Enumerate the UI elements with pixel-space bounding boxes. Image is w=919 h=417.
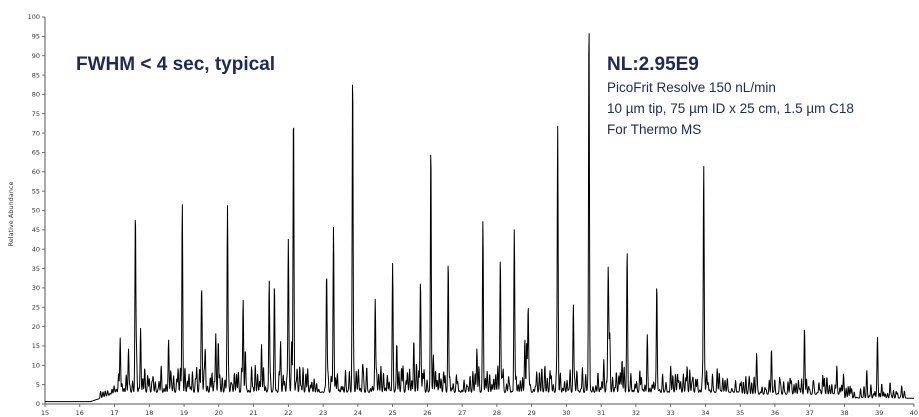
x-tick-label: 15 (41, 409, 49, 417)
x-tick-label: 19 (180, 409, 188, 417)
x-tick-label: 22 (284, 409, 292, 417)
x-tick-label: 26 (423, 409, 431, 417)
x-tick-label: 29 (527, 409, 535, 417)
x-tick-label: 33 (667, 409, 675, 417)
y-tick-label: 45 (32, 226, 40, 234)
x-tick-label: 28 (493, 409, 501, 417)
x-tick-label: 21 (249, 409, 257, 417)
headline-annotation: FWHM < 4 sec, typical (76, 54, 275, 75)
y-tick-label: 100 (28, 13, 40, 21)
x-tick-label: 39 (875, 409, 883, 417)
y-tick-label: 35 (32, 265, 40, 273)
y-tick-label: 55 (32, 187, 40, 195)
x-tick-label: 27 (458, 409, 466, 417)
x-tick-label: 32 (632, 409, 640, 417)
x-tick-label: 17 (110, 409, 118, 417)
y-tick-label: 90 (32, 52, 40, 60)
x-tick-label: 16 (76, 409, 84, 417)
y-tick-label: 15 (32, 342, 40, 350)
y-tick-label: 10 (32, 362, 40, 370)
y-tick-label: 70 (32, 129, 40, 137)
method-line-1: PicoFrit Resolve 150 nL/min (607, 80, 776, 95)
y-tick-label: 65 (32, 149, 40, 157)
method-line-2: 10 µm tip, 75 µm ID x 25 cm, 1.5 µm C18 (607, 101, 854, 116)
y-tick-label: 75 (32, 110, 40, 118)
x-tick-label: 37 (806, 409, 814, 417)
y-ticks: 0 5 10 15 20 25 30 35 40 45 50 55 60 65 70 75 80 85 90 95 10… (28, 13, 45, 408)
x-tick-label: 31 (597, 409, 605, 417)
y-tick-label: 5 (36, 381, 40, 389)
x-ticks: 15 16 17 18 19 20 21 22 23 24 25 26 27 28 29 30 31 32 33 34… (41, 404, 918, 417)
x-tick-label: 40 (910, 409, 918, 417)
x-tick-label: 35 (736, 409, 744, 417)
y-tick-label: 20 (32, 323, 40, 331)
y-tick-label: 80 (32, 91, 40, 99)
x-tick-label: 34 (701, 409, 709, 417)
chromatogram-trace (44, 33, 915, 403)
y-tick-label: 30 (32, 284, 40, 292)
x-tick-label: 24 (354, 409, 362, 417)
y-tick-label: 60 (32, 168, 40, 176)
x-tick-label: 38 (840, 409, 848, 417)
x-tick-label: 20 (215, 409, 223, 417)
y-axis-label: Relative Abundance (7, 182, 15, 247)
y-tick-label: 85 (32, 71, 40, 79)
x-tick-label: 30 (562, 409, 570, 417)
nl-annotation: NL:2.95E9 (607, 54, 699, 75)
method-line-3: For Thermo MS (607, 122, 701, 137)
y-tick-label: 95 (32, 33, 40, 41)
x-tick-label: 25 (388, 409, 396, 417)
x-tick-label: 36 (771, 409, 779, 417)
y-tick-label: 50 (32, 207, 40, 215)
y-tick-label: 40 (32, 245, 40, 253)
x-tick-label: 23 (319, 409, 327, 417)
y-tick-label: 0 (36, 400, 40, 408)
y-tick-label: 25 (32, 303, 40, 311)
x-tick-label: 18 (145, 409, 153, 417)
